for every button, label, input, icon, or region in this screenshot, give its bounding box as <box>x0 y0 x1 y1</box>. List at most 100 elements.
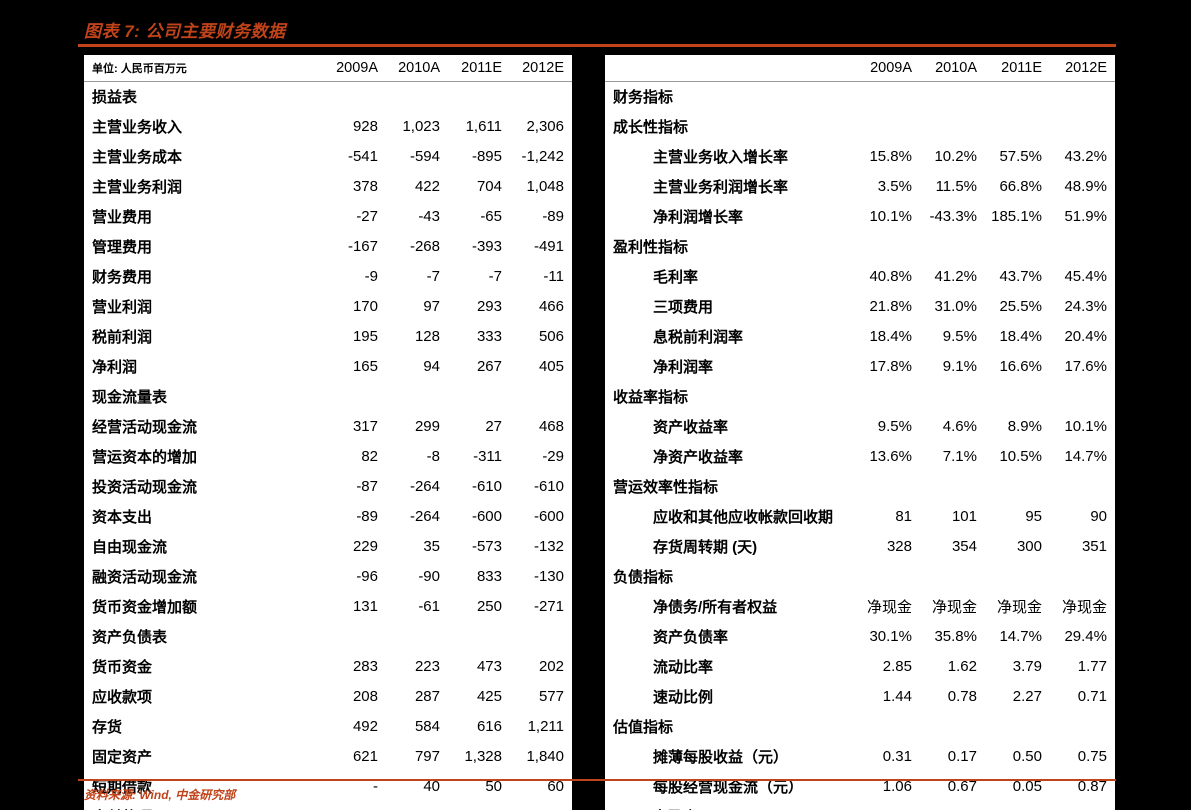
statements-cell-2009a: -167 <box>347 237 378 255</box>
ratios-row-label: 估值指标 <box>613 718 674 736</box>
ratios-cell-2009a <box>855 711 920 741</box>
statements-cell-2012e: 202 <box>538 657 564 675</box>
statements-cell-2011e: 250 <box>476 597 502 615</box>
statements-cell-2009a: 378 <box>352 177 378 195</box>
statements-cell-2010a: 299 <box>414 417 440 435</box>
statements-row-label: 经营活动现金流 <box>92 418 198 436</box>
statements-cell-2011e: 616 <box>476 717 502 735</box>
ratios-cell-2012e: 43.2% <box>1064 147 1107 165</box>
statements-cell-2011e: -311 <box>473 447 502 465</box>
statements-cell-2011e: 704 <box>476 177 502 195</box>
ratios-cell-2009a <box>855 381 920 411</box>
statements-cell-2011e: 333 <box>476 327 502 345</box>
ratios-cell-2011e <box>985 81 1050 111</box>
statements-row-label: 货币资金 <box>92 658 153 676</box>
ratios-cell-2011e: 10.5% <box>999 447 1042 465</box>
ratios-data-row: 速动比例 1.44 0.78 2.27 0.71 <box>605 681 1115 711</box>
ratios-section-row: 估值指标 <box>605 711 1115 741</box>
statements-cell-2011e: 425 <box>476 687 502 705</box>
statements-cell-2011e: 1,611 <box>465 117 502 135</box>
ratios-cell-2012e: 1.77 <box>1077 657 1107 675</box>
ratios-cell-2011e: 57.5% <box>999 147 1042 165</box>
ratios-row-label: 净利润率 <box>653 358 714 376</box>
ratios-data-row: 摊薄每股收益（元） 0.31 0.17 0.50 0.75 <box>605 741 1115 771</box>
statements-row-label: 应收款项 <box>92 688 153 706</box>
statements-cell-2011e: 293 <box>476 297 502 315</box>
ratios-row-label: 流动比率 <box>653 658 714 676</box>
ratios-data-row: 主营业务收入增长率 15.8% 10.2% 57.5% 43.2% <box>605 141 1115 171</box>
statements-cell-2011e: 473 <box>476 657 502 675</box>
statements-cell-2010a: -264 <box>409 477 440 495</box>
statements-row-label: 投资活动现金流 <box>92 478 198 496</box>
ratios-column-header-2010a: 2010A <box>920 55 985 82</box>
ratios-section-row: 营运效率性指标 <box>605 471 1115 501</box>
statements-cell-2012e: 1,048 <box>526 177 564 195</box>
statements-data-row: 投资活动现金流 -87 -264 -610 -610 <box>84 471 572 501</box>
ratios-cell-2010a: 0.78 <box>947 687 977 705</box>
ratios-cell-2010a: -43.3% <box>929 207 977 225</box>
statements-row-label: 短期借款 <box>92 778 153 796</box>
source-note: 资料来源: Wind, 中金研究部 <box>84 788 236 802</box>
ratios-cell-2010a: 11.5% <box>935 177 977 195</box>
ratios-row-label: 成长性指标 <box>613 118 689 136</box>
statements-cell-2011e: -65 <box>480 207 502 225</box>
financial-statements-table-panel: 单位: 人民币百万元 2009A 2010A 2011E 2012E 损益表 主营业务收入 9… <box>84 55 572 810</box>
ratios-row-label: 收益率指标 <box>613 388 689 406</box>
financial-ratios-table-panel: 2009A 2010A 2011E 2012E 财务指标 成长性指标 主营业务收入增长率 15… <box>605 55 1115 810</box>
statements-cell-2011e <box>448 381 510 411</box>
ratios-cell-2009a: 81 <box>895 507 912 525</box>
ratios-cell-2009a <box>855 471 920 501</box>
statements-cell-2010a: 220 <box>386 801 448 810</box>
ratios-cell-2009a <box>855 231 920 261</box>
ratios-cell-2009a: 净现金 <box>866 598 912 616</box>
statements-row-label: 营运资本的增加 <box>92 448 198 466</box>
ratios-cell-2010a: 7.1% <box>942 447 977 465</box>
statements-cell-2012e: 1,840 <box>526 747 564 765</box>
statements-data-row: 主营业务收入 928 1,023 1,611 2,306 <box>84 111 572 141</box>
ratios-cell-2011e: 16.6% <box>999 357 1042 375</box>
ratios-cell-2010a: 4.6% <box>942 417 977 435</box>
ratios-row-label: 负债指标 <box>613 568 674 586</box>
statements-cell-2010a: 797 <box>414 747 440 765</box>
title-divider <box>78 44 1116 47</box>
statements-data-row: 主营业务成本 -541 -594 -895 -1,242 <box>84 141 572 171</box>
statements-cell-2012e: -11 <box>543 267 564 285</box>
statements-header-row: 单位: 人民币百万元 2009A 2010A 2011E 2012E <box>84 55 572 82</box>
ratios-cell-2010a <box>920 471 985 501</box>
statements-cell-2010a: 1,023 <box>402 117 440 135</box>
ratios-column-header-2011e: 2011E <box>985 55 1050 82</box>
statements-cell-2011e: -610 <box>471 477 502 495</box>
ratios-data-row: 三项费用 21.8% 31.0% 25.5% 24.3% <box>605 291 1115 321</box>
ratios-data-row: 市盈率47.984.529.619.5 <box>605 801 1115 810</box>
statements-cell-2010a <box>386 381 448 411</box>
statements-column-header-2012e: 2012E <box>510 55 572 82</box>
statements-cell-2011e: 833 <box>476 567 502 585</box>
statements-data-row: 营业费用 -27 -43 -65 -89 <box>84 201 572 231</box>
ratios-data-row: 净利润增长率 10.1% -43.3% 185.1% 51.9% <box>605 201 1115 231</box>
ratios-cell-2012e: 48.9% <box>1064 177 1107 195</box>
statements-cell-2009a: -541 <box>347 147 378 165</box>
ratios-section-row: 收益率指标 <box>605 381 1115 411</box>
statements-row-label: 存货 <box>92 718 123 736</box>
statements-data-row: 融资活动现金流 -96 -90 833 -130 <box>84 561 572 591</box>
statements-cell-2010a: -264 <box>409 507 440 525</box>
ratios-row-label: 摊薄每股收益（元） <box>653 748 789 766</box>
ratios-cell-2012e: 0.75 <box>1077 747 1107 765</box>
ratios-data-row: 主营业务利润增长率 3.5% 11.5% 66.8% 48.9% <box>605 171 1115 201</box>
statements-cell-2011e <box>448 81 510 111</box>
ratios-data-row: 净利润率 17.8% 9.1% 16.6% 17.6% <box>605 351 1115 381</box>
statements-cell-2011e: 1,328 <box>464 747 502 765</box>
statements-cell-2010a: 223 <box>414 657 440 675</box>
ratios-cell-2010a: 0.17 <box>947 747 977 765</box>
statements-cell-2011e <box>448 621 510 651</box>
statements-row-label: 营业利润 <box>92 298 153 316</box>
statements-cell-2009a: -87 <box>356 477 378 495</box>
ratios-row-label: 速动比例 <box>653 688 714 706</box>
ratios-cell-2009a <box>855 111 920 141</box>
statements-cell-2012e: -29 <box>542 447 564 465</box>
statements-section-row: 现金流量表 <box>84 381 572 411</box>
ratios-data-row: 净债务/所有者权益 净现金 净现金 净现金 净现金 <box>605 591 1115 621</box>
statements-cell-2010a: -7 <box>426 267 440 285</box>
ratios-cell-2010a: 84.5 <box>920 801 985 810</box>
